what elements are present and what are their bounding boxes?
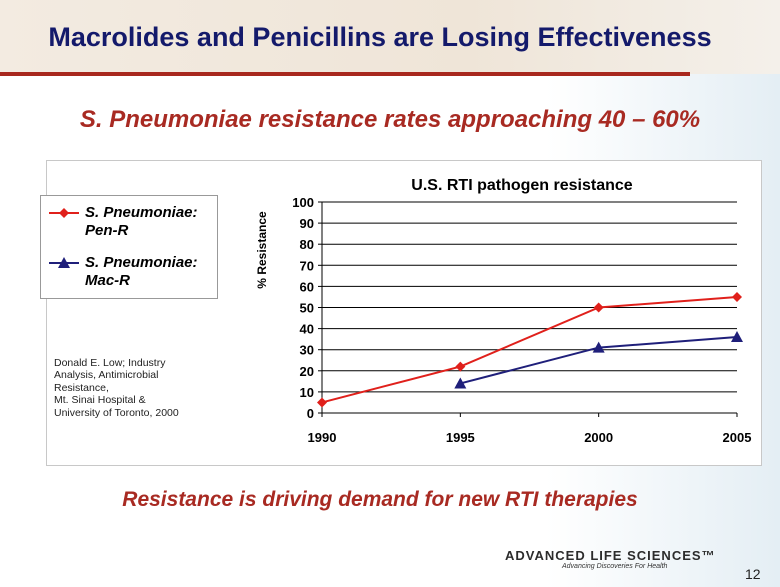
marker bbox=[59, 208, 69, 218]
x-tick-label: 1995 bbox=[446, 430, 475, 445]
slide-title: Macrolides and Penicillins are Losing Ef… bbox=[48, 22, 712, 52]
y-tick-label: 30 bbox=[300, 343, 314, 358]
y-tick-label: 90 bbox=[300, 216, 314, 231]
legend-label: S. Pneumoniae: Pen-R bbox=[85, 204, 198, 239]
y-axis-label: % Resistance bbox=[255, 211, 269, 289]
y-tick-label: 60 bbox=[300, 279, 314, 294]
x-tick-label: 1990 bbox=[308, 430, 337, 445]
legend-item: S. Pneumoniae: Pen-R bbox=[47, 204, 215, 240]
y-tick-label: 70 bbox=[300, 258, 314, 273]
logo: ADVANCED LIFE SCIENCES™ bbox=[505, 548, 716, 563]
y-tick-label: 0 bbox=[307, 406, 314, 421]
title-rule bbox=[0, 72, 690, 76]
data-point bbox=[317, 397, 327, 408]
source-line: Donald E. Low; Industry bbox=[54, 357, 166, 369]
y-tick-label: 40 bbox=[300, 322, 314, 337]
data-point bbox=[732, 291, 742, 302]
y-tick-label: 50 bbox=[300, 301, 314, 316]
source-note: Donald E. Low; Industry Analysis, Antimic… bbox=[54, 357, 179, 419]
data-point bbox=[455, 361, 466, 372]
legend-item: S. Pneumoniae: Mac-R bbox=[47, 254, 215, 290]
chart-title: U.S. RTI pathogen resistance bbox=[411, 177, 632, 194]
legend-symbol bbox=[49, 208, 79, 218]
y-tick-label: 80 bbox=[300, 237, 314, 252]
tagline: Advancing Discoveries For Health bbox=[562, 563, 668, 570]
y-tick-label: 10 bbox=[300, 385, 314, 400]
source-line: Analysis, Antimicrobial bbox=[54, 369, 159, 382]
source-line: Resistance, bbox=[54, 381, 109, 394]
source-line: Mt. Sinai Hospital & bbox=[54, 394, 146, 407]
x-tick-label: 2000 bbox=[584, 430, 613, 445]
source-line: University of Toronto, 2000 bbox=[54, 406, 179, 419]
conclusion: Resistance is driving demand for new RTI… bbox=[122, 488, 638, 511]
y-tick-label: 20 bbox=[300, 364, 314, 379]
data-point bbox=[593, 302, 604, 313]
x-tick-label: 2005 bbox=[723, 430, 752, 445]
marker bbox=[58, 257, 70, 268]
slide-subtitle: S. Pneumoniae resistance rates approachi… bbox=[79, 106, 701, 133]
legend: S. Pneumoniae: Pen-R S. Pneumoniae: Mac-R bbox=[40, 195, 218, 299]
legend-label: S. Pneumoniae: Mac-R bbox=[85, 254, 198, 289]
data-point bbox=[731, 331, 743, 343]
page-number: 12 bbox=[745, 566, 761, 582]
legend-symbol bbox=[49, 257, 79, 268]
series-line bbox=[321, 295, 738, 404]
data-point bbox=[592, 341, 605, 353]
y-tick-label: 100 bbox=[292, 195, 314, 210]
data-point bbox=[454, 377, 467, 389]
title-bar bbox=[0, 0, 780, 74]
